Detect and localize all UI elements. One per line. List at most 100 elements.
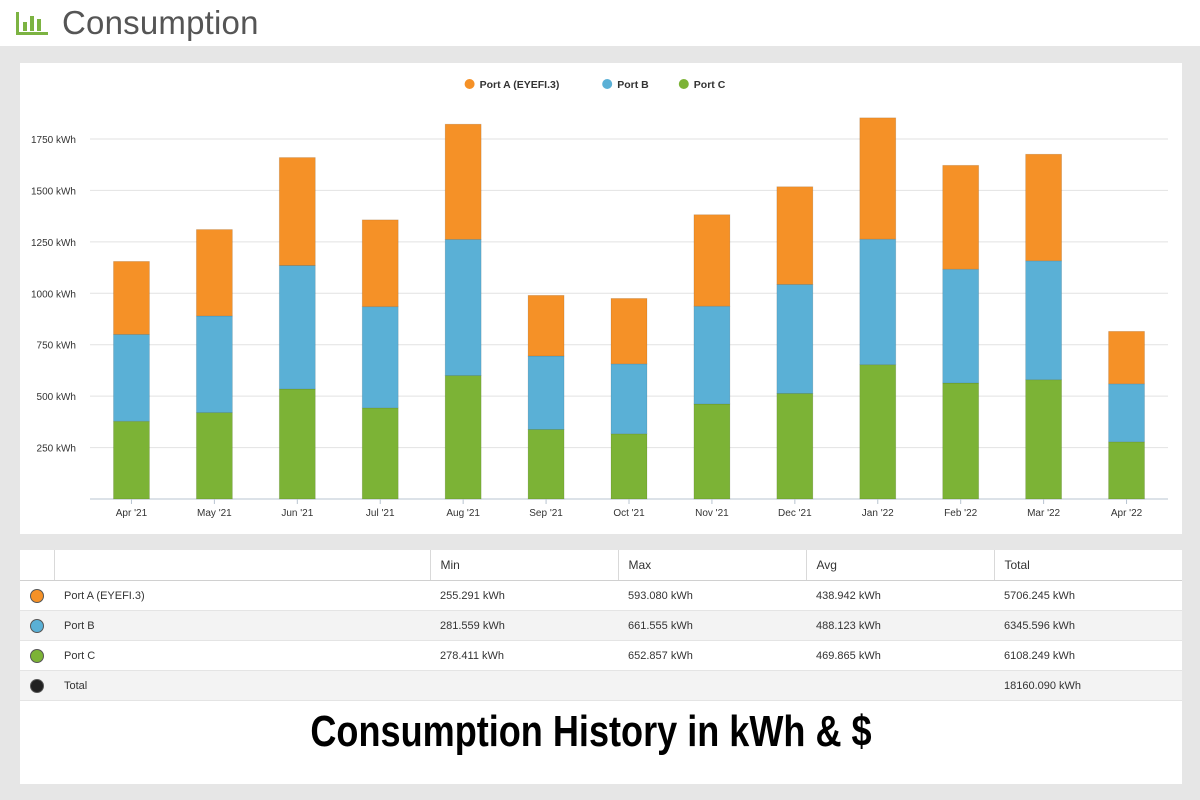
table-header-row: Min Max Avg Total [20,550,1182,581]
bar-segment [444,123,482,240]
row-name: Port A (EYEFI.3) [54,580,430,611]
y-tick-label: 1000 kWh [31,289,76,300]
bar-segment [195,412,233,500]
bar-segment [1025,379,1063,500]
x-tick-label: Mar '22 [1027,508,1060,519]
bar-segment [1108,441,1145,500]
row-name: Port B [54,610,430,641]
bar-segment [859,238,897,366]
legend-marker [678,79,689,89]
bar-segment [693,403,731,500]
x-tick-label: Apr '22 [1111,508,1143,519]
bar-segment [278,157,316,266]
bar-segment [361,407,399,500]
legend-label: Port C [694,79,726,91]
legend-marker [602,79,613,89]
bar-segment [693,305,731,405]
bar-segment [195,315,233,414]
bar-segment [942,164,980,270]
row-min [430,670,618,701]
bar-segment [1108,330,1145,385]
y-tick-label: 750 kWh [37,341,76,352]
column-header-min[interactable]: Min [429,550,618,581]
x-tick-label: Jul '21 [366,508,395,519]
x-tick-label: Sep '21 [529,508,563,519]
table-row: Port B 281.559 kWh 661.555 kWh 488.123 k… [20,610,1182,641]
x-tick-label: Apr '21 [116,508,148,519]
column-header-max[interactable]: Max [617,550,806,581]
bar-segment [278,265,316,390]
row-min: 255.291 kWh [430,580,618,611]
bar-segment [1108,383,1145,443]
column-header-avg[interactable]: Avg [805,550,994,581]
bar-segment [1025,153,1063,262]
column-header [53,550,430,581]
row-total: 5706.245 kWh [994,580,1182,611]
x-tick-label: Jun '21 [281,508,313,519]
bar-segment [113,334,150,422]
bar-segment [1025,260,1063,381]
x-tick-label: Jan '22 [862,508,894,519]
row-avg: 469.865 kWh [806,640,994,671]
y-tick-label: 500 kWh [37,392,76,403]
x-tick-label: Nov '21 [695,508,729,519]
row-min: 281.559 kWh [430,610,618,641]
bar-segment [527,355,565,430]
x-tick-label: Oct '21 [613,508,645,519]
bar-segment [859,117,897,240]
row-name: Total [54,670,430,701]
y-tick-label: 1250 kWh [31,238,76,249]
column-header-total[interactable]: Total [993,550,1182,581]
bar-chart-icon [16,12,48,35]
row-max: 593.080 kWh [618,580,806,611]
row-avg: 438.942 kWh [806,580,994,611]
consumption-chart: 250 kWh 500 kWh 750 kWh 1000 kWh 1250 kWh 150… [31,79,1168,519]
row-avg: 488.123 kWh [806,610,994,641]
bar-segment [610,363,648,435]
stats-table-panel: Min Max Avg Total Port A (EYEFI.3) 255.2… [20,550,1182,784]
row-total: 6108.249 kWh [994,640,1182,671]
row-min: 278.411 kWh [430,640,618,671]
row-total: 6345.596 kWh [994,610,1182,641]
x-tick-label: Feb '22 [944,508,977,519]
y-tick-label: 250 kWh [37,444,76,455]
y-tick-label: 1500 kWh [31,186,76,197]
bar-segment [859,364,897,500]
series-color-dot [30,588,44,603]
table-row: Total 18160.090 kWh [20,670,1182,701]
bar-segment [361,219,399,308]
page-title: Consumption [62,4,259,41]
legend-marker [464,79,475,89]
row-total: 18160.090 kWh [994,670,1182,701]
chart-panel: 250 kWh 500 kWh 750 kWh 1000 kWh 1250 kWh 150… [20,63,1182,534]
bar-segment [693,214,731,307]
column-header [20,550,54,581]
table-row: Port A (EYEFI.3) 255.291 kWh 593.080 kWh… [20,580,1182,611]
bar-segment [610,298,648,365]
bar-segment [278,388,316,500]
bar-segment [113,420,150,500]
row-max: 661.555 kWh [618,610,806,641]
bar-segment [527,429,565,500]
table-row: Port C 278.411 kWh 652.857 kWh 469.865 k… [20,640,1182,671]
bar-segment [527,294,565,357]
row-avg [806,670,994,701]
bar-segment [113,260,150,335]
x-tick-label: Dec '21 [778,508,812,519]
bar-segment [942,382,980,500]
legend-label: Port A (EYEFI.3) [480,79,560,91]
x-tick-label: Aug '21 [446,508,480,519]
bar-segment [444,375,482,500]
bar-segment [195,229,233,317]
row-max [618,670,806,701]
caption: Consumption History in kWh & $ [310,707,872,756]
bar-segment [776,393,814,500]
row-max: 652.857 kWh [618,640,806,671]
y-tick-label: 1750 kWh [31,135,76,146]
series-color-dot [30,648,44,663]
bar-segment [610,433,648,500]
bar-segment [776,186,814,285]
page-header: Consumption [0,0,1200,46]
stats-table: Min Max Avg Total Port A (EYEFI.3) 255.2… [20,550,1182,701]
row-name: Port C [54,640,430,671]
